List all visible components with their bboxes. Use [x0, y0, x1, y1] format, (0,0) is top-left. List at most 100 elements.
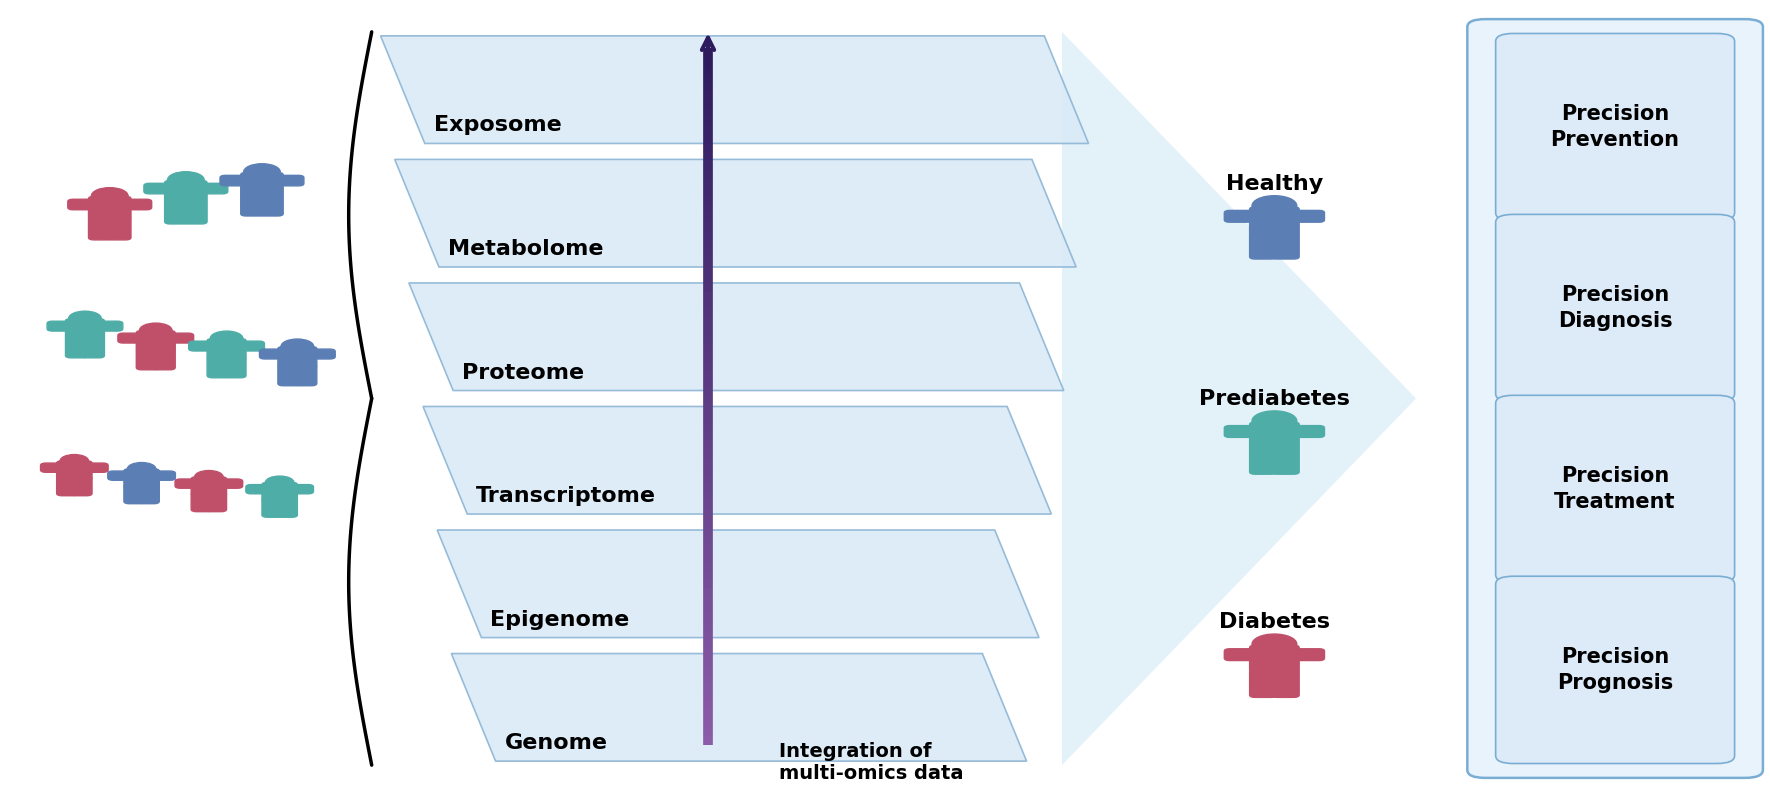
FancyBboxPatch shape [1225, 649, 1260, 661]
Text: Precision
Prevention: Precision Prevention [1551, 104, 1680, 150]
FancyBboxPatch shape [278, 364, 301, 386]
FancyBboxPatch shape [223, 356, 246, 378]
FancyBboxPatch shape [57, 477, 78, 496]
FancyBboxPatch shape [241, 193, 266, 216]
FancyBboxPatch shape [124, 485, 145, 504]
FancyBboxPatch shape [207, 356, 230, 378]
FancyBboxPatch shape [106, 217, 131, 240]
Circle shape [168, 171, 204, 188]
FancyBboxPatch shape [1250, 422, 1299, 450]
FancyBboxPatch shape [57, 461, 92, 480]
Polygon shape [1062, 32, 1416, 765]
FancyBboxPatch shape [165, 201, 189, 224]
FancyBboxPatch shape [81, 336, 104, 358]
FancyBboxPatch shape [88, 196, 131, 220]
Polygon shape [381, 36, 1089, 143]
FancyBboxPatch shape [94, 321, 122, 331]
Circle shape [127, 462, 156, 475]
FancyBboxPatch shape [1289, 426, 1324, 438]
FancyBboxPatch shape [241, 172, 283, 196]
FancyBboxPatch shape [1225, 426, 1260, 438]
FancyBboxPatch shape [258, 193, 283, 216]
FancyBboxPatch shape [191, 477, 227, 496]
FancyBboxPatch shape [219, 175, 251, 186]
Circle shape [244, 163, 280, 180]
Text: Diabetes: Diabetes [1220, 612, 1329, 632]
FancyBboxPatch shape [165, 333, 193, 343]
FancyBboxPatch shape [41, 463, 67, 473]
FancyBboxPatch shape [1250, 207, 1299, 234]
FancyBboxPatch shape [165, 180, 207, 204]
Circle shape [1251, 196, 1297, 216]
FancyBboxPatch shape [235, 341, 264, 351]
FancyBboxPatch shape [262, 498, 283, 517]
Circle shape [60, 454, 88, 467]
Polygon shape [409, 283, 1064, 391]
FancyBboxPatch shape [88, 217, 113, 240]
FancyBboxPatch shape [273, 175, 304, 186]
FancyBboxPatch shape [1467, 19, 1763, 778]
Polygon shape [451, 654, 1027, 761]
FancyBboxPatch shape [120, 199, 152, 210]
Polygon shape [395, 159, 1076, 267]
FancyBboxPatch shape [1496, 33, 1735, 221]
FancyBboxPatch shape [1496, 395, 1735, 583]
FancyBboxPatch shape [175, 479, 202, 489]
FancyBboxPatch shape [1496, 576, 1735, 764]
FancyBboxPatch shape [108, 471, 135, 481]
FancyBboxPatch shape [149, 471, 175, 481]
FancyBboxPatch shape [1250, 669, 1276, 697]
FancyBboxPatch shape [216, 479, 242, 489]
FancyBboxPatch shape [152, 348, 175, 370]
FancyBboxPatch shape [1289, 210, 1324, 222]
Circle shape [140, 323, 172, 338]
Text: Exposome: Exposome [434, 116, 561, 135]
Circle shape [211, 331, 242, 346]
Text: Integration of
multi-omics data: Integration of multi-omics data [779, 742, 963, 783]
FancyBboxPatch shape [182, 201, 207, 224]
FancyBboxPatch shape [65, 319, 104, 340]
FancyBboxPatch shape [1496, 214, 1735, 402]
FancyBboxPatch shape [287, 485, 313, 494]
Circle shape [195, 470, 223, 483]
Text: Precision
Treatment: Precision Treatment [1554, 466, 1676, 512]
FancyBboxPatch shape [207, 339, 246, 360]
FancyBboxPatch shape [48, 321, 76, 331]
FancyBboxPatch shape [1273, 669, 1299, 697]
FancyBboxPatch shape [276, 498, 297, 517]
FancyBboxPatch shape [306, 349, 335, 359]
FancyBboxPatch shape [196, 183, 228, 194]
FancyBboxPatch shape [246, 485, 273, 494]
FancyBboxPatch shape [143, 183, 175, 194]
Text: Metabolome: Metabolome [448, 239, 604, 259]
FancyBboxPatch shape [1250, 446, 1276, 474]
Polygon shape [437, 530, 1039, 638]
Text: Precision
Prognosis: Precision Prognosis [1558, 647, 1673, 693]
Circle shape [69, 311, 101, 326]
Circle shape [281, 339, 313, 354]
Circle shape [92, 187, 127, 204]
Text: Precision
Diagnosis: Precision Diagnosis [1558, 285, 1673, 331]
FancyBboxPatch shape [136, 331, 175, 352]
FancyBboxPatch shape [294, 364, 317, 386]
Circle shape [1251, 634, 1297, 654]
Text: Healthy: Healthy [1227, 174, 1322, 194]
FancyBboxPatch shape [1289, 649, 1324, 661]
FancyBboxPatch shape [278, 347, 317, 368]
FancyBboxPatch shape [119, 333, 147, 343]
FancyBboxPatch shape [191, 493, 212, 512]
Text: Genome: Genome [504, 733, 607, 753]
Circle shape [266, 476, 294, 489]
FancyBboxPatch shape [71, 477, 92, 496]
FancyBboxPatch shape [1273, 446, 1299, 474]
Text: Transcriptome: Transcriptome [476, 486, 657, 506]
FancyBboxPatch shape [205, 493, 227, 512]
FancyBboxPatch shape [260, 349, 289, 359]
FancyBboxPatch shape [262, 482, 297, 501]
FancyBboxPatch shape [65, 336, 88, 358]
FancyBboxPatch shape [124, 469, 159, 488]
FancyBboxPatch shape [138, 485, 159, 504]
FancyBboxPatch shape [1250, 231, 1276, 259]
FancyBboxPatch shape [136, 348, 159, 370]
Text: Proteome: Proteome [462, 363, 584, 383]
